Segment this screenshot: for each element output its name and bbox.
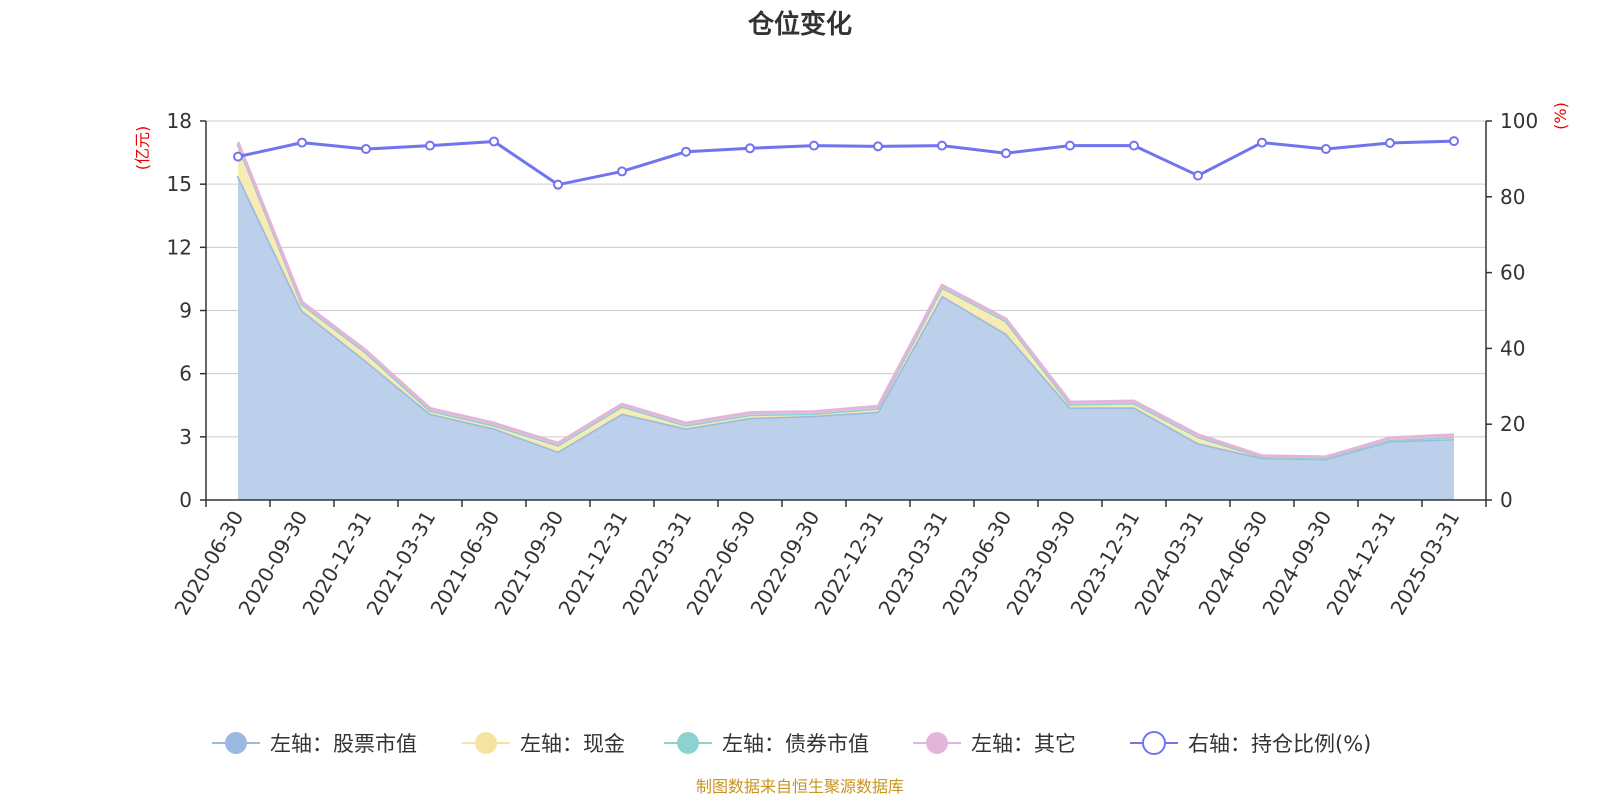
ratio-point [873, 141, 883, 152]
legend-marker [225, 732, 247, 754]
ratio-point [489, 136, 499, 147]
left-axis-tick-label: 3 [179, 425, 192, 449]
ratio-point [297, 137, 307, 148]
right-axis-tick-label: 0 [1500, 488, 1513, 512]
legend-label: 左轴：债券市值 [722, 732, 869, 756]
left-axis-unit: (亿元) [133, 126, 152, 171]
area-line-左轴：其它 [236, 141, 1455, 459]
legend-marker [926, 732, 948, 754]
left-axis-tick-label: 15 [167, 172, 192, 196]
ratio-point [1129, 140, 1139, 151]
right-axis-tick-label: 20 [1500, 412, 1525, 436]
legend-label: 左轴：股票市值 [270, 732, 417, 756]
chart-title: 仓位变化 [747, 9, 852, 40]
ratio-series [233, 136, 1459, 190]
legend-label: 右轴：持仓比例(%) [1188, 732, 1371, 756]
legend: 左轴：股票市值 左轴：现金 左轴：债券市值 左轴：其它 右轴：持仓比例(%) [212, 731, 1371, 756]
right-axis-unit: (%) [1551, 102, 1570, 130]
ratio-point [617, 166, 627, 177]
left-axis-tick-label: 9 [179, 299, 192, 323]
left-axis-tick-label: 0 [179, 488, 192, 512]
ratio-point [681, 146, 691, 157]
grid-lines [206, 120, 1486, 438]
ratio-point [1001, 148, 1011, 159]
left-axis-tick-label: 12 [167, 235, 192, 259]
area-series [236, 141, 1455, 500]
ratio-point [361, 144, 371, 155]
ratio-point [745, 143, 755, 154]
ratio-point [809, 140, 819, 151]
ratio-point [1193, 170, 1203, 181]
right-axis-tick-label: 80 [1500, 185, 1525, 209]
legend-label: 左轴：其它 [971, 732, 1076, 756]
right-axis-tick-label: 40 [1500, 336, 1525, 360]
ratio-point [1385, 137, 1395, 148]
legend-marker [475, 732, 497, 754]
ratio-point [233, 151, 243, 162]
ratio-point [553, 179, 563, 190]
data-source-note: 制图数据来自恒生聚源数据库 [696, 777, 904, 796]
ratio-point [1065, 140, 1075, 151]
ratio-point [1321, 144, 1331, 155]
ratio-point [425, 140, 435, 151]
ratio-point [1449, 136, 1459, 147]
ratio-line [237, 139, 1455, 187]
legend-marker [1142, 731, 1166, 755]
area-左轴：股票市值 [238, 175, 1454, 500]
legend-marker [677, 732, 699, 754]
left-axis-tick-label: 18 [167, 109, 192, 133]
right-axis-tick-label: 100 [1500, 109, 1538, 133]
legend-label: 左轴：现金 [520, 732, 625, 756]
right-axis-tick-label: 60 [1500, 261, 1525, 285]
ratio-point [937, 140, 947, 151]
left-axis-tick-label: 6 [179, 362, 192, 386]
ratio-point [1257, 137, 1267, 148]
